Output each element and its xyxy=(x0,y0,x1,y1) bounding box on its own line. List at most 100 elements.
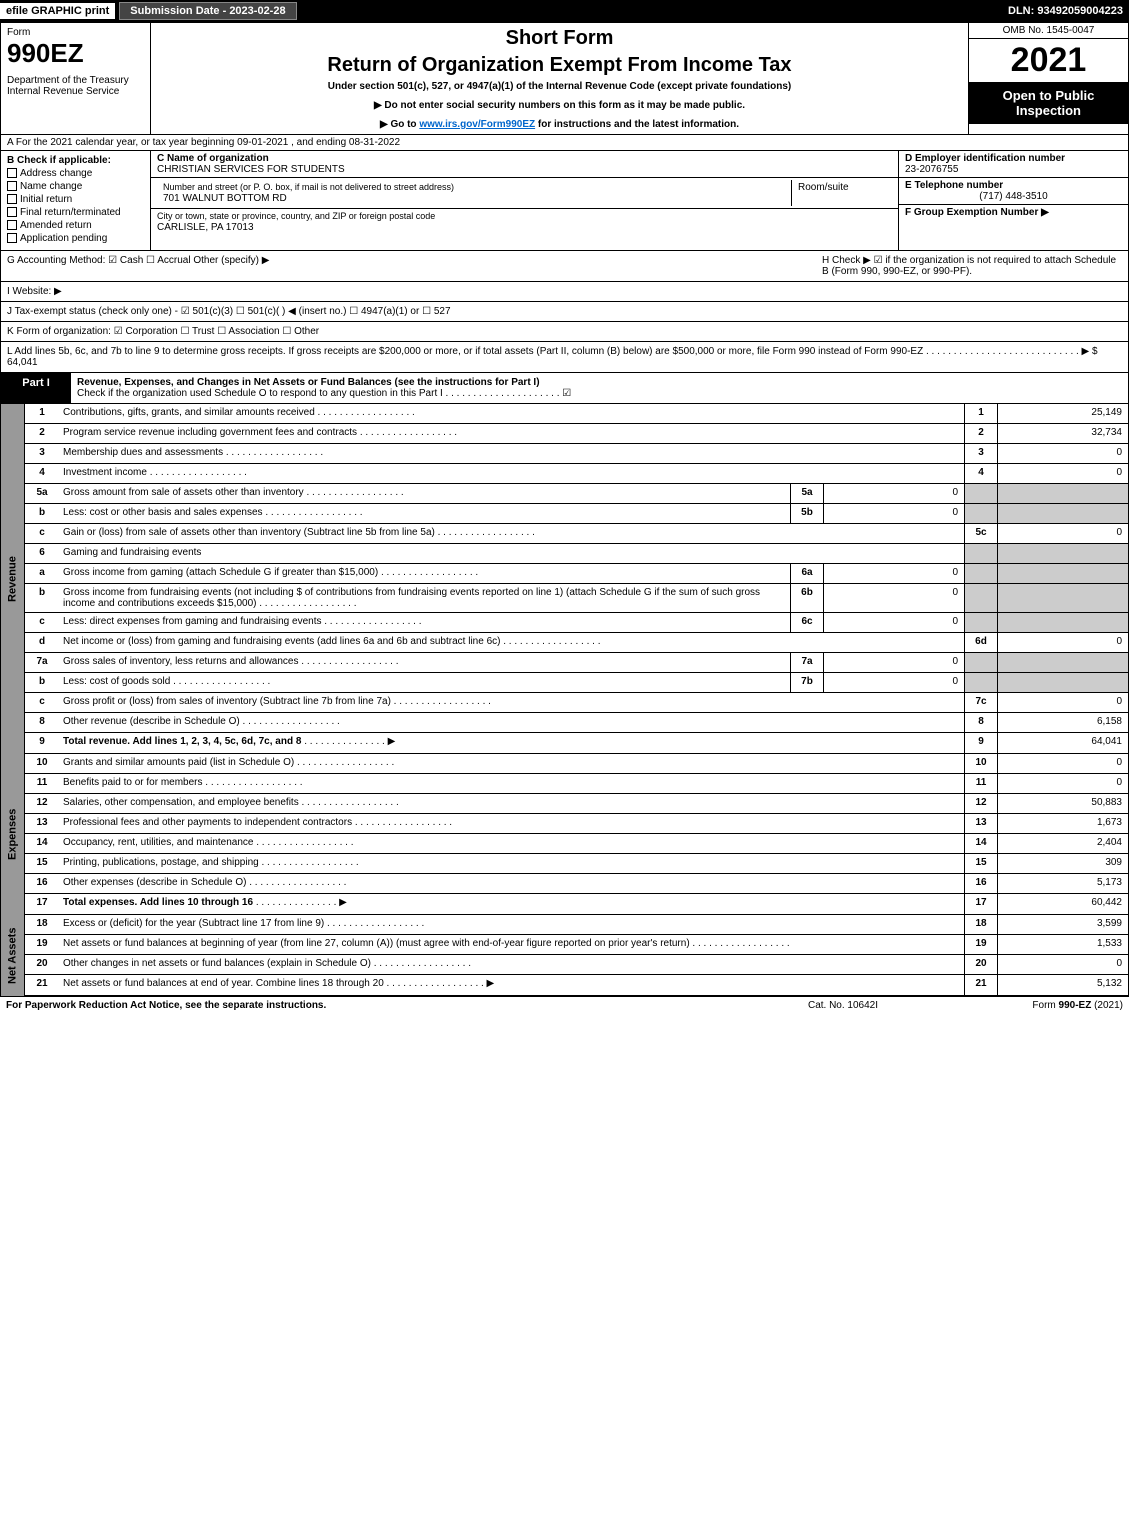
sub-num: 5a xyxy=(790,484,824,503)
result-val: 5,132 xyxy=(998,975,1128,995)
form-header: Form 990EZ Department of the TreasuryInt… xyxy=(0,22,1129,135)
result-num: 14 xyxy=(964,834,998,853)
line-6: 6Gaming and fundraising events xyxy=(25,544,1128,564)
line-num: 7a xyxy=(25,653,59,672)
line-num: 18 xyxy=(25,915,59,934)
line-desc: Gross income from fundraising events (no… xyxy=(59,584,790,612)
line-b: bGross income from fundraising events (n… xyxy=(25,584,1128,613)
form-number: 990EZ xyxy=(7,38,144,69)
sub-num: 7b xyxy=(790,673,824,692)
dln: DLN: 93492059004223 xyxy=(1002,3,1129,19)
result-num: 15 xyxy=(964,854,998,873)
line-desc: Professional fees and other payments to … xyxy=(59,814,964,833)
result-val: 0 xyxy=(998,633,1128,652)
form-subtitle: Under section 501(c), 527, or 4947(a)(1)… xyxy=(159,81,960,92)
form-version: Form 990-EZ (2021) xyxy=(943,1000,1123,1011)
line-desc: Printing, publications, postage, and shi… xyxy=(59,854,964,873)
checkbox-name-change[interactable]: Name change xyxy=(7,181,144,192)
line-14: 14Occupancy, rent, utilities, and mainte… xyxy=(25,834,1128,854)
checkbox-final-return-terminated[interactable]: Final return/terminated xyxy=(7,207,144,218)
line-desc: Occupancy, rent, utilities, and maintena… xyxy=(59,834,964,853)
result-num: 2 xyxy=(964,424,998,443)
result-num: 9 xyxy=(964,733,998,753)
result-num: 17 xyxy=(964,894,998,914)
col-d: D Employer identification number23-20767… xyxy=(898,151,1128,250)
grey-cell xyxy=(998,613,1128,632)
line-10: 10Grants and similar amounts paid (list … xyxy=(25,754,1128,774)
result-num: 12 xyxy=(964,794,998,813)
sub-val: 0 xyxy=(824,504,964,523)
header-right: OMB No. 1545-0047 2021 Open to Public In… xyxy=(968,23,1128,134)
line-desc: Excess or (deficit) for the year (Subtra… xyxy=(59,915,964,934)
line-num: 13 xyxy=(25,814,59,833)
line-11: 11Benefits paid to or for members . . . … xyxy=(25,774,1128,794)
sub-val: 0 xyxy=(824,584,964,612)
checkbox-initial-return[interactable]: Initial return xyxy=(7,194,144,205)
line-desc: Other expenses (describe in Schedule O) … xyxy=(59,874,964,893)
result-val: 0 xyxy=(998,754,1128,773)
section-revenue: Revenue1Contributions, gifts, grants, an… xyxy=(0,404,1129,754)
result-val: 64,041 xyxy=(998,733,1128,753)
result-val: 0 xyxy=(998,464,1128,483)
line-17: 17Total expenses. Add lines 10 through 1… xyxy=(25,894,1128,914)
row-gh: G Accounting Method: ☑ Cash ☐ Accrual Ot… xyxy=(0,251,1129,282)
result-num: 20 xyxy=(964,955,998,974)
sub-val: 0 xyxy=(824,613,964,632)
sub-val: 0 xyxy=(824,653,964,672)
line-21: 21Net assets or fund balances at end of … xyxy=(25,975,1128,995)
grey-cell xyxy=(964,504,998,523)
line-desc: Contributions, gifts, grants, and simila… xyxy=(59,404,964,423)
grey-cell xyxy=(964,544,998,563)
street-cell: Number and street (or P. O. box, if mail… xyxy=(151,178,898,209)
checkbox-application-pending[interactable]: Application pending xyxy=(7,233,144,244)
grey-cell xyxy=(998,584,1128,612)
section-expenses: Expenses10Grants and similar amounts pai… xyxy=(0,754,1129,915)
section-label: Expenses xyxy=(0,754,24,915)
grey-cell xyxy=(964,653,998,672)
section-body: 1Contributions, gifts, grants, and simil… xyxy=(24,404,1129,754)
grey-cell xyxy=(964,584,998,612)
line-num: b xyxy=(25,504,59,523)
result-num: 8 xyxy=(964,713,998,732)
result-num: 7c xyxy=(964,693,998,712)
grey-cell xyxy=(998,673,1128,692)
line-19: 19Net assets or fund balances at beginni… xyxy=(25,935,1128,955)
result-val: 1,673 xyxy=(998,814,1128,833)
line-4: 4Investment income . . . . . . . . . . .… xyxy=(25,464,1128,484)
efile-label[interactable]: efile GRAPHIC print xyxy=(0,3,115,19)
form-title: Return of Organization Exempt From Incom… xyxy=(159,54,960,77)
line-13: 13Professional fees and other payments t… xyxy=(25,814,1128,834)
note-link: ▶ Go to www.irs.gov/Form990EZ for instru… xyxy=(159,119,960,130)
sub-num: 6b xyxy=(790,584,824,612)
result-num: 21 xyxy=(964,975,998,995)
open-inspection: Open to Public Inspection xyxy=(969,82,1128,124)
line-num: a xyxy=(25,564,59,583)
line-c: cGross profit or (loss) from sales of in… xyxy=(25,693,1128,713)
irs-link[interactable]: www.irs.gov/Form990EZ xyxy=(419,119,535,130)
section-label: Net Assets xyxy=(0,915,24,996)
line-desc: Program service revenue including govern… xyxy=(59,424,964,443)
line-15: 15Printing, publications, postage, and s… xyxy=(25,854,1128,874)
col-c: C Name of organizationCHRISTIAN SERVICES… xyxy=(151,151,898,250)
cat-no: Cat. No. 10642I xyxy=(743,1000,943,1011)
line-5a: 5aGross amount from sale of assets other… xyxy=(25,484,1128,504)
line-desc: Gross amount from sale of assets other t… xyxy=(59,484,790,503)
line-desc: Other revenue (describe in Schedule O) .… xyxy=(59,713,964,732)
line-desc: Gain or (loss) from sale of assets other… xyxy=(59,524,964,543)
checkbox-amended-return[interactable]: Amended return xyxy=(7,220,144,231)
grey-cell xyxy=(964,564,998,583)
grey-cell xyxy=(998,544,1128,563)
line-18: 18Excess or (deficit) for the year (Subt… xyxy=(25,915,1128,935)
line-desc: Net assets or fund balances at end of ye… xyxy=(59,975,964,995)
line-num: 12 xyxy=(25,794,59,813)
header-left: Form 990EZ Department of the TreasuryInt… xyxy=(1,23,151,134)
line-num: 19 xyxy=(25,935,59,954)
line-num: 8 xyxy=(25,713,59,732)
accounting-method: G Accounting Method: ☑ Cash ☐ Accrual Ot… xyxy=(7,255,822,277)
result-val: 2,404 xyxy=(998,834,1128,853)
checkbox-address-change[interactable]: Address change xyxy=(7,168,144,179)
line-num: 20 xyxy=(25,955,59,974)
sub-num: 6a xyxy=(790,564,824,583)
result-num: 10 xyxy=(964,754,998,773)
line-desc: Net income or (loss) from gaming and fun… xyxy=(59,633,964,652)
